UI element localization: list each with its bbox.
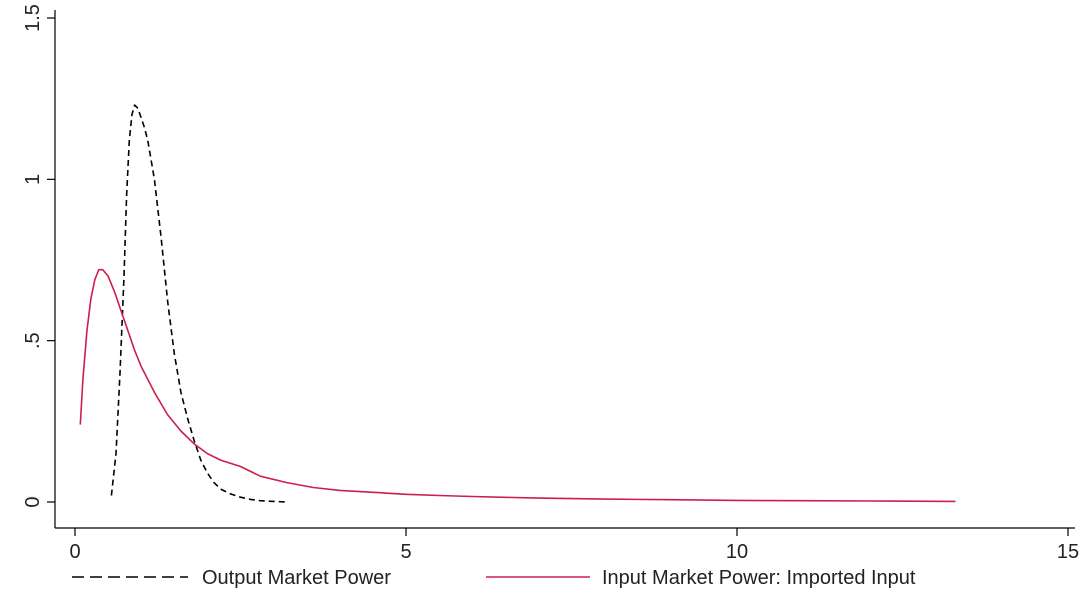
axes xyxy=(54,10,1075,529)
y-ticks: 0 .5 1 1.5 xyxy=(22,4,55,508)
legend-label-input: Input Market Power: Imported Input xyxy=(602,567,916,589)
x-tick-label: 5 xyxy=(400,541,411,563)
legend: Output Market Power Input Market Power: I… xyxy=(72,567,916,589)
x-tick-label: 0 xyxy=(69,541,80,563)
y-tick-label: .5 xyxy=(22,332,44,349)
y-tick-label: 1.5 xyxy=(22,4,44,32)
series-group xyxy=(79,104,956,503)
x-ticks: 0 5 10 15 xyxy=(69,528,1079,563)
y-tick-label: 0 xyxy=(22,496,44,507)
y-tick-label: 1 xyxy=(22,174,44,185)
x-tick-label: 10 xyxy=(726,541,748,563)
series-line-output-market-power xyxy=(110,104,287,503)
series-line-input-market-power xyxy=(79,268,956,503)
legend-label-output: Output Market Power xyxy=(202,567,391,589)
x-tick-label: 15 xyxy=(1057,541,1079,563)
